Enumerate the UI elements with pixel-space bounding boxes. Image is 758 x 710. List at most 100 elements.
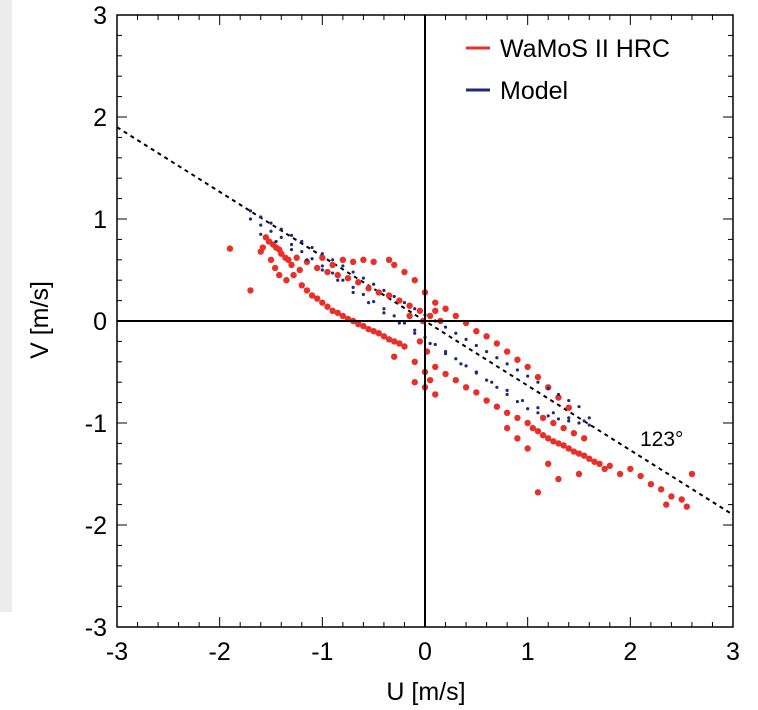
model-point-1 <box>259 215 263 219</box>
wamos-point-43 <box>324 268 331 276</box>
model-point-42 <box>331 271 335 275</box>
model-point-63 <box>546 414 550 418</box>
model-point-71 <box>305 258 309 262</box>
wamos-point-72 <box>493 340 501 347</box>
wamos-point-86 <box>452 376 459 384</box>
model-point-14 <box>392 294 396 299</box>
model-point-54 <box>454 357 458 361</box>
model-point-58 <box>495 385 499 389</box>
wamos-point-100 <box>560 442 567 449</box>
wamos-point-107 <box>596 460 603 467</box>
wamos-point-87 <box>462 384 470 391</box>
axes <box>116 14 734 628</box>
model-point-55 <box>464 364 468 368</box>
wamos-point-126 <box>503 424 511 432</box>
model-point-8 <box>331 258 335 262</box>
wamos-point-110 <box>616 470 624 478</box>
wamos-point-24 <box>324 303 331 310</box>
wamos-point-79 <box>565 404 572 411</box>
model-point-77 <box>397 321 401 325</box>
wamos-point-58 <box>391 261 398 269</box>
wamos-point-48 <box>375 289 382 296</box>
wamos-point-12 <box>259 244 266 251</box>
model-point-23 <box>485 350 489 354</box>
wamos-point-132 <box>416 338 424 345</box>
model-point-19 <box>443 325 448 329</box>
wamos-point-101 <box>565 445 572 452</box>
model-point-60 <box>515 399 520 404</box>
model-point-50 <box>413 328 417 332</box>
wamos-point-139 <box>432 307 439 314</box>
wamos-point-55 <box>329 261 336 269</box>
model-point-28 <box>536 380 540 384</box>
y-tick-label: 2 <box>93 104 107 132</box>
wamos-point-98 <box>550 438 557 445</box>
wamos-point-26 <box>334 309 341 317</box>
wamos-point-127 <box>539 414 547 422</box>
model-point-83 <box>490 380 494 384</box>
model-point-82 <box>474 370 478 374</box>
model-point-27 <box>526 374 530 378</box>
x-axis-label: U [m/s] <box>386 678 465 706</box>
wamos-point-44 <box>334 271 341 279</box>
wamos-point-25 <box>329 307 336 314</box>
left-edge-strip <box>0 0 12 612</box>
wamos-point-15 <box>276 271 283 279</box>
model-point-43 <box>341 278 345 282</box>
tick-labels: -3 -2 -1 0 1 2 3 -3 -2 -1 0 1 2 3 <box>85 2 740 666</box>
wamos-point-104 <box>580 452 588 459</box>
model-point-13 <box>382 288 386 292</box>
model-point-39 <box>300 250 304 254</box>
x-tick-label: 0 <box>418 638 432 666</box>
model-point-21 <box>464 337 468 341</box>
model-point-88 <box>567 416 571 420</box>
model-point-74 <box>351 290 355 295</box>
wamos-point-23 <box>319 299 326 306</box>
model-point-24 <box>495 356 499 360</box>
wamos-point-123 <box>545 460 552 467</box>
wamos-point-71 <box>483 333 490 340</box>
wamos-point-78 <box>555 394 562 401</box>
wamos-point-40 <box>293 254 300 261</box>
model-point-80 <box>443 352 448 356</box>
x-tick-label: -2 <box>209 638 231 666</box>
wamos-point-115 <box>668 493 675 500</box>
wamos-point-137 <box>432 391 439 398</box>
wamos-point-88 <box>473 389 480 396</box>
wamos-point-125 <box>514 435 521 442</box>
wamos-point-122 <box>575 470 583 478</box>
wamos-point-47 <box>365 285 372 292</box>
wamos-point-118 <box>663 501 670 508</box>
wamos-point-83 <box>426 376 434 384</box>
wamos-point-121 <box>555 475 562 483</box>
model-point-57 <box>485 378 489 382</box>
wamos-point-18 <box>296 266 303 274</box>
wamos-point-131 <box>580 435 588 442</box>
wamos-point-14 <box>271 264 279 272</box>
wamos-point-89 <box>483 397 490 404</box>
model-point-30 <box>556 392 561 397</box>
model-point-29 <box>546 386 550 390</box>
wamos-point-92 <box>514 414 521 422</box>
y-tick-label: -3 <box>85 614 107 642</box>
wamos-point-53 <box>426 312 434 320</box>
wamos-point-20 <box>303 287 311 294</box>
model-point-87 <box>551 411 555 415</box>
wamos-point-109 <box>606 462 613 470</box>
wamos-point-22 <box>314 295 321 302</box>
model-point-5 <box>300 239 304 244</box>
wamos-point-76 <box>534 373 542 381</box>
wamos-point-80 <box>391 353 398 360</box>
wamos-point-70 <box>473 328 480 335</box>
wamos-point-119 <box>683 503 690 510</box>
wamos-point-59 <box>401 268 408 276</box>
y-tick-label: 1 <box>93 206 107 234</box>
wamos-point-33 <box>370 328 377 335</box>
wamos-point-0 <box>226 245 234 252</box>
wamos-point-17 <box>290 271 297 279</box>
wamos-point-62 <box>360 256 367 263</box>
wamos-point-138 <box>406 312 413 320</box>
model-point-76 <box>382 311 386 315</box>
wamos-point-99 <box>555 440 562 447</box>
